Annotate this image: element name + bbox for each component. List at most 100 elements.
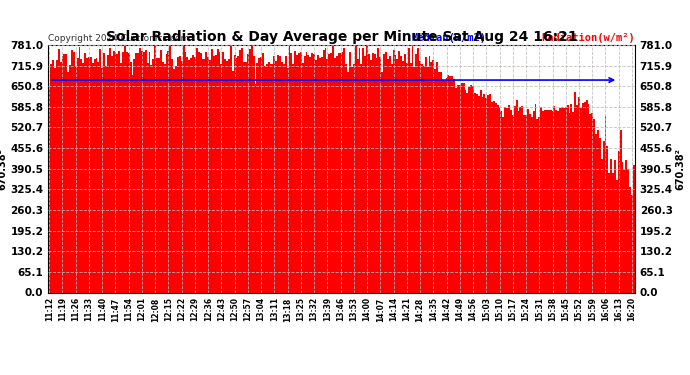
Bar: [59, 62, 61, 292]
Bar: [204, 59, 206, 292]
Bar: [469, 87, 470, 292]
Bar: [158, 58, 160, 292]
Bar: [612, 173, 614, 292]
Bar: [616, 180, 618, 292]
Bar: [385, 53, 387, 292]
Bar: [155, 46, 156, 292]
Bar: [217, 49, 219, 292]
Bar: [122, 52, 124, 292]
Bar: [342, 52, 344, 292]
Bar: [382, 72, 383, 292]
Bar: [81, 59, 82, 292]
Bar: [464, 90, 466, 292]
Bar: [288, 44, 290, 292]
Bar: [300, 53, 302, 292]
Bar: [126, 52, 128, 292]
Bar: [629, 187, 631, 292]
Bar: [215, 55, 217, 292]
Bar: [525, 114, 527, 292]
Bar: [97, 62, 99, 292]
Bar: [226, 61, 228, 292]
Bar: [377, 48, 380, 292]
Bar: [247, 54, 249, 292]
Bar: [574, 92, 576, 292]
Bar: [347, 72, 349, 292]
Bar: [587, 104, 589, 292]
Bar: [607, 146, 609, 292]
Bar: [84, 53, 86, 292]
Bar: [190, 58, 192, 292]
Bar: [321, 57, 323, 292]
Bar: [133, 59, 135, 292]
Bar: [228, 60, 230, 292]
Bar: [602, 141, 604, 292]
Bar: [179, 56, 181, 292]
Bar: [232, 71, 234, 292]
Bar: [52, 60, 54, 292]
Bar: [497, 105, 499, 292]
Bar: [499, 108, 500, 292]
Bar: [109, 48, 110, 292]
Bar: [604, 116, 607, 292]
Bar: [198, 52, 199, 292]
Bar: [196, 48, 198, 292]
Bar: [576, 105, 578, 292]
Bar: [56, 60, 58, 292]
Bar: [79, 47, 81, 292]
Bar: [281, 62, 283, 292]
Bar: [573, 112, 574, 292]
Bar: [368, 54, 370, 292]
Bar: [110, 56, 112, 292]
Text: Copyright 2024 Curtronics.com: Copyright 2024 Curtronics.com: [48, 33, 190, 42]
Bar: [181, 61, 183, 292]
Bar: [58, 48, 59, 292]
Bar: [286, 68, 288, 292]
Bar: [96, 58, 97, 292]
Bar: [199, 53, 201, 292]
Bar: [148, 52, 150, 292]
Bar: [421, 64, 423, 292]
Bar: [147, 63, 148, 292]
Bar: [520, 107, 521, 292]
Bar: [351, 67, 353, 292]
Bar: [67, 72, 69, 292]
Bar: [633, 165, 635, 292]
Bar: [476, 94, 477, 292]
Bar: [107, 56, 109, 292]
Bar: [477, 96, 480, 292]
Bar: [533, 111, 535, 292]
Bar: [402, 62, 404, 292]
Bar: [548, 110, 550, 292]
Bar: [510, 110, 512, 292]
Bar: [257, 63, 258, 292]
Bar: [461, 83, 462, 292]
Bar: [345, 64, 347, 292]
Bar: [411, 45, 413, 292]
Bar: [139, 48, 141, 292]
Bar: [243, 62, 245, 292]
Bar: [609, 173, 610, 292]
Bar: [618, 151, 620, 292]
Bar: [150, 66, 152, 292]
Bar: [262, 53, 264, 292]
Bar: [258, 58, 260, 292]
Bar: [431, 62, 433, 292]
Bar: [101, 68, 104, 292]
Bar: [230, 46, 232, 292]
Bar: [296, 55, 298, 292]
Bar: [279, 56, 281, 292]
Bar: [323, 50, 324, 292]
Bar: [270, 64, 272, 292]
Bar: [391, 64, 393, 292]
Bar: [417, 48, 419, 292]
Bar: [400, 56, 402, 292]
Bar: [374, 54, 375, 292]
Bar: [88, 57, 90, 292]
Bar: [250, 46, 253, 292]
Bar: [536, 119, 538, 292]
Bar: [344, 48, 345, 292]
Bar: [201, 59, 204, 292]
Bar: [553, 106, 555, 292]
Bar: [219, 53, 221, 292]
Bar: [315, 60, 317, 292]
